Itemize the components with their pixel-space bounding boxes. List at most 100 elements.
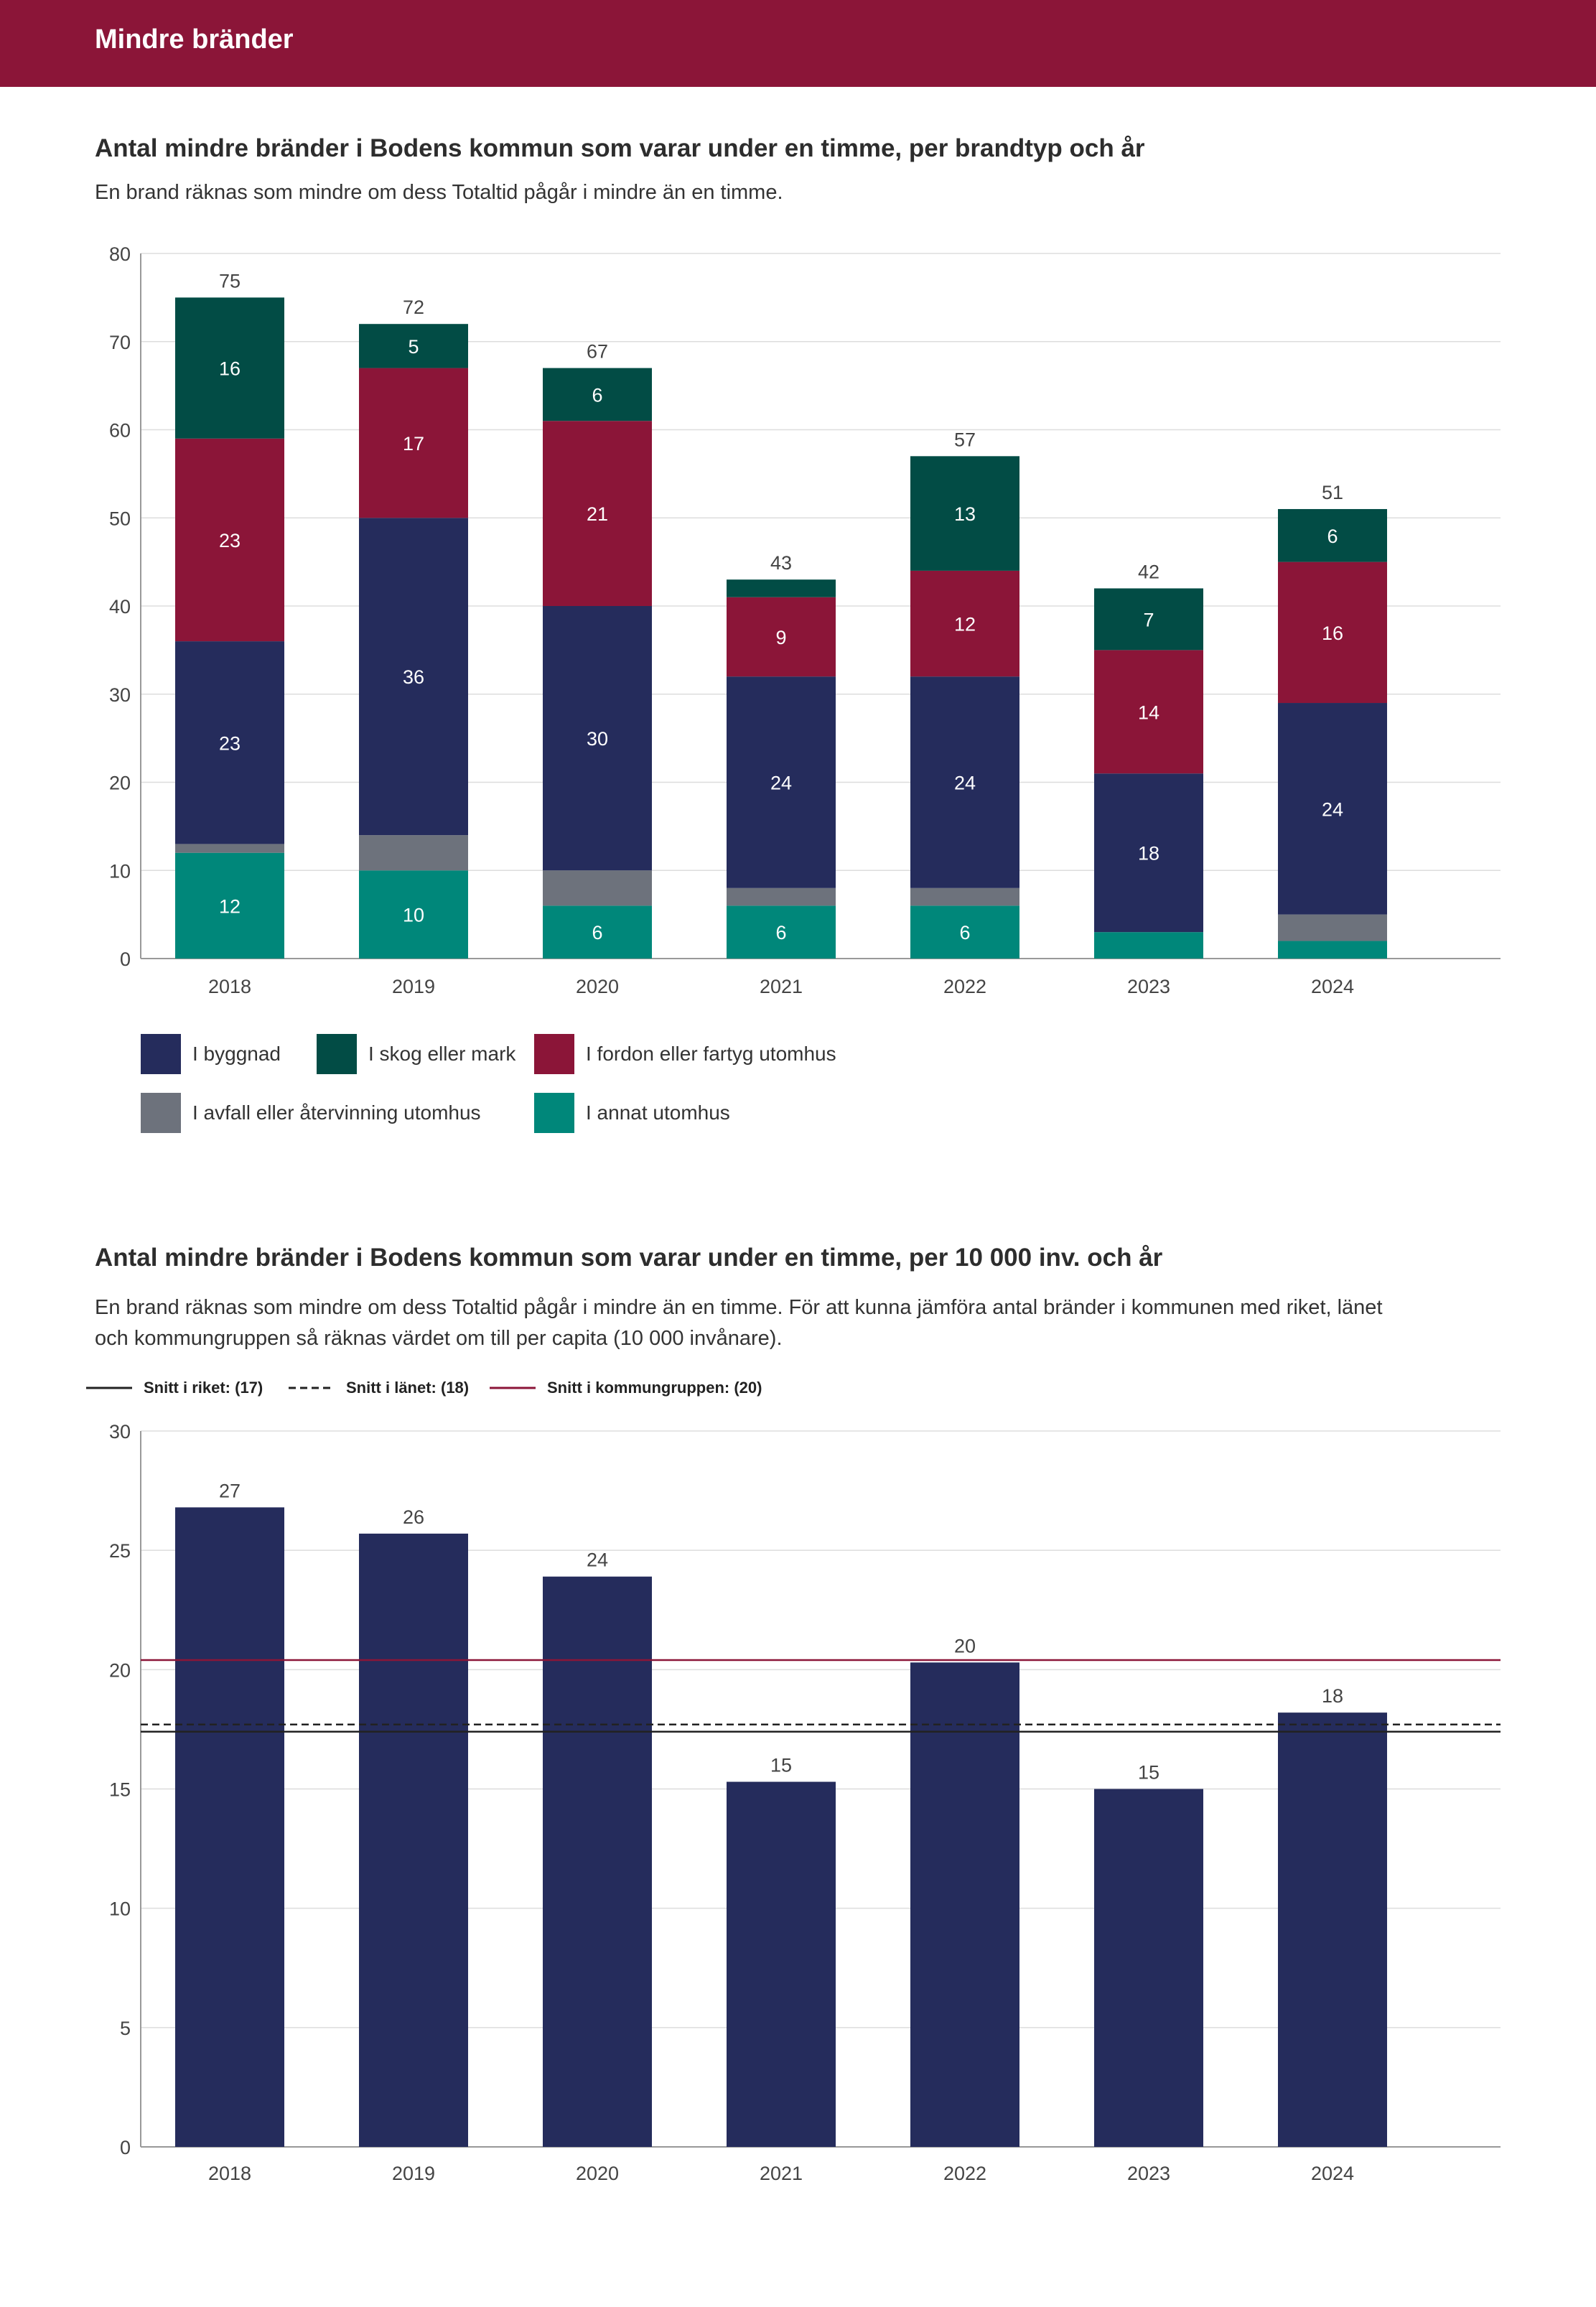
segment-label: 24 <box>770 773 792 794</box>
bar-segment <box>543 870 652 906</box>
bar-segment <box>359 518 468 836</box>
legend-label: I avfall eller återvinning utomhus <box>192 1101 481 1124</box>
value-label: 24 <box>587 1549 608 1571</box>
bar-segment <box>175 844 284 853</box>
per-capita-bar-chart: 0 5 10 15 20 25 30 27 2018 26 2019 24 2020 15 2021 20 20… <box>109 1421 1501 2184</box>
segment-label: 9 <box>775 627 786 648</box>
legend-label: I annat utomhus <box>586 1101 730 1124</box>
y-tick-label: 25 <box>109 1540 131 1562</box>
chart2-description: En brand räknas som mindre om dess Total… <box>95 1292 1502 1354</box>
segment-label: 6 <box>775 922 786 943</box>
bar-segment <box>1278 914 1387 941</box>
x-tick-label: 2020 <box>576 976 619 997</box>
total-label: 42 <box>1138 561 1159 582</box>
bar-segment <box>910 570 1019 677</box>
bar-segment <box>727 579 836 597</box>
bar-segment <box>175 852 284 959</box>
y-tick-label: 40 <box>109 596 131 617</box>
bar-segment <box>175 297 284 439</box>
bar-segment <box>1278 703 1387 915</box>
value-label: 20 <box>954 1635 976 1656</box>
value-label: 27 <box>219 1480 241 1501</box>
y-tick-label: 60 <box>109 420 131 442</box>
bar-segment <box>910 905 1019 959</box>
bar-segment <box>543 421 652 606</box>
x-tick-label: 2024 <box>1311 976 1354 997</box>
x-tick-label: 2021 <box>760 2163 803 2184</box>
y-tick-label: 20 <box>109 773 131 794</box>
bar <box>910 1662 1019 2147</box>
y-tick-label: 0 <box>120 2137 131 2158</box>
segment-label: 16 <box>219 358 241 380</box>
segment-label: 23 <box>219 732 241 754</box>
segment-label: 23 <box>219 530 241 551</box>
x-tick-label: 2022 <box>943 2163 986 2184</box>
value-label: 18 <box>1322 1685 1343 1707</box>
segment-label: 10 <box>403 905 424 926</box>
segment-label: 18 <box>1138 843 1159 864</box>
total-label: 51 <box>1322 482 1343 503</box>
legend-label: I skog eller mark <box>368 1043 516 1065</box>
legend-label: I byggnad <box>192 1043 281 1065</box>
segment-label: 36 <box>403 666 424 688</box>
value-label: 15 <box>770 1755 792 1776</box>
bar-segment <box>727 887 836 906</box>
legend-swatch <box>317 1034 357 1074</box>
bar-segment <box>359 368 468 518</box>
ref-legend-kommungruppen: Snitt i kommungruppen: (20) <box>490 1375 762 1401</box>
legend-item-avfall: I avfall eller återvinning utomhus <box>141 1093 481 1133</box>
bar-segment <box>543 606 652 871</box>
legend-label: I fordon eller fartyg utomhus <box>586 1043 836 1065</box>
segment-label: 13 <box>954 503 976 525</box>
bar <box>359 1533 468 2147</box>
ref-legend-label: Snitt i länet: (18) <box>346 1379 470 1397</box>
value-label: 15 <box>1138 1762 1159 1784</box>
bar-segment <box>359 870 468 959</box>
header-title: Mindre bränder <box>95 24 294 55</box>
chart2-description-line1: En brand räknas som mindre om dess Total… <box>95 1296 1383 1319</box>
legend-item-skog: I skog eller mark <box>317 1034 515 1074</box>
segment-label: 24 <box>1322 798 1343 820</box>
bar-segment <box>543 905 652 959</box>
legend-swatch <box>534 1093 574 1133</box>
bar-segment <box>1094 650 1203 774</box>
y-tick-label: 5 <box>120 2018 131 2039</box>
bar <box>1094 1789 1203 2147</box>
bar-segment <box>727 676 836 888</box>
total-label: 75 <box>219 270 241 292</box>
bar-segment <box>1278 508 1387 562</box>
chart1-description: En brand räknas som mindre om dess Total… <box>95 181 783 204</box>
chart1-title: Antal mindre bränder i Bodens kommun som… <box>95 134 1145 162</box>
y-tick-label: 0 <box>120 949 131 970</box>
legend-swatch <box>534 1034 574 1074</box>
segment-label: 16 <box>1322 623 1343 644</box>
y-tick-label: 20 <box>109 1659 131 1681</box>
bar <box>727 1781 836 2147</box>
bar-segment <box>910 887 1019 906</box>
segment-label: 24 <box>954 773 976 794</box>
total-label: 57 <box>954 429 976 450</box>
bar-segment <box>910 676 1019 888</box>
ref-legend-label: Snitt i riket: (17) <box>144 1379 263 1397</box>
bar-segment <box>1278 561 1387 704</box>
bar-segment <box>359 324 468 368</box>
bar-segment <box>727 597 836 677</box>
segment-label: 17 <box>403 433 424 455</box>
bar-segment <box>910 456 1019 571</box>
bar-segment <box>1094 932 1203 959</box>
reference-line-legend: Snitt i riket: (17) Snitt i länet: (18) … <box>86 1375 876 1401</box>
x-tick-label: 2018 <box>208 976 251 997</box>
bar-segment <box>175 438 284 642</box>
bar-segment <box>175 641 284 844</box>
x-tick-label: 2019 <box>392 2163 435 2184</box>
total-label: 72 <box>403 297 424 318</box>
bar-segment <box>543 368 652 421</box>
ref-legend-riket: Snitt i riket: (17) <box>86 1375 263 1401</box>
legend-item-byggnad: I byggnad <box>141 1034 281 1074</box>
y-tick-label: 50 <box>109 508 131 529</box>
x-tick-label: 2020 <box>576 2163 619 2184</box>
segment-label: 6 <box>592 922 602 943</box>
bar-segment <box>727 905 836 959</box>
legend-item-annat: I annat utomhus <box>534 1093 730 1133</box>
y-tick-label: 30 <box>109 1421 131 1443</box>
